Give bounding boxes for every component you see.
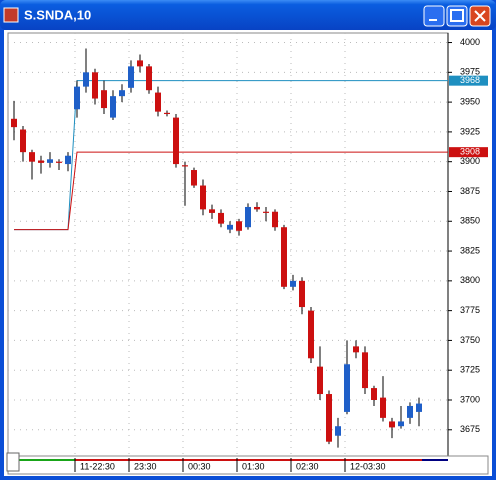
plot-area [7, 32, 449, 457]
candle-body [299, 280, 305, 308]
level-line [14, 151, 419, 231]
y-tick-label: 3900 [460, 156, 480, 166]
candle-body [407, 405, 413, 418]
y-tick-label: 3750 [460, 335, 480, 345]
candle-body [227, 224, 233, 230]
price-tag-label: 3908 [460, 147, 480, 157]
candle-body [380, 397, 386, 418]
candle-body [173, 117, 179, 165]
candle-body [146, 66, 152, 91]
y-tick-label: 4000 [460, 37, 480, 47]
candle-body [110, 96, 116, 118]
candle-body [254, 206, 260, 210]
minimize-button[interactable] [423, 5, 445, 27]
x-tick-label: 23:30 [134, 461, 157, 471]
title-bar [0, 0, 496, 30]
candle-body [290, 280, 296, 287]
close-icon [474, 10, 486, 22]
x-tick-label: 00:30 [188, 461, 211, 471]
candle-body [362, 352, 368, 389]
candle-body [200, 185, 206, 210]
candle-body [389, 421, 395, 428]
y-tick-label: 3925 [460, 126, 480, 136]
candle-body [128, 66, 134, 88]
candle-body [164, 112, 170, 115]
candle-body [38, 160, 44, 163]
candle-body [182, 165, 188, 167]
candle-body [47, 159, 53, 163]
y-tick-label: 3675 [460, 424, 480, 434]
candle-body [344, 364, 350, 412]
candle-body [101, 90, 107, 109]
candle-body [218, 212, 224, 224]
y-tick-label: 3700 [460, 394, 480, 404]
x-tick-label: 02:30 [296, 461, 319, 471]
y-tick-label: 3975 [460, 67, 480, 77]
candle-body [20, 129, 26, 153]
candle-body [236, 221, 242, 231]
price-tag-label: 3968 [460, 75, 480, 85]
candle-body [272, 211, 278, 228]
candle-body [11, 118, 17, 128]
candle-body [263, 211, 269, 213]
candle-body [155, 92, 161, 112]
x-tick-label: 01:30 [242, 461, 265, 471]
candle-body [83, 72, 89, 87]
candle-body [65, 155, 71, 165]
y-tick-label: 3775 [460, 305, 480, 315]
candle-body [326, 394, 332, 442]
level-line [14, 80, 419, 231]
candle-body [416, 403, 422, 412]
x-tick-label: 12-03:30 [350, 461, 386, 471]
candle-body [29, 152, 35, 162]
window-title: S.SNDA,10 [24, 7, 91, 22]
candle-body [137, 60, 143, 67]
candle-body [245, 206, 251, 228]
candle-body [308, 310, 314, 359]
y-tick-label: 3875 [460, 186, 480, 196]
y-tick-label: 3725 [460, 365, 480, 375]
price-tag [449, 75, 488, 86]
app-icon [3, 7, 19, 23]
candle-body [119, 90, 125, 97]
y-tick-label: 3950 [460, 96, 480, 106]
x-tick-label: 11-22:30 [80, 461, 115, 471]
candle-body [92, 72, 98, 99]
y-tick-label: 3850 [460, 216, 480, 226]
candle-body [398, 421, 404, 427]
candle-body [74, 86, 80, 110]
window-buttons [423, 5, 491, 27]
candle-body [317, 366, 323, 395]
candle-body [209, 209, 215, 213]
candle-body [281, 227, 287, 287]
candle-body [371, 388, 377, 400]
candle-body [56, 161, 62, 163]
minimize-icon [429, 19, 437, 21]
y-tick-label: 3800 [460, 275, 480, 285]
candle-body [353, 346, 359, 353]
y-tick-label: 3825 [460, 245, 480, 255]
price-tag [449, 147, 488, 158]
candle-body [335, 426, 341, 436]
scroll-box[interactable] [6, 452, 20, 472]
maximize-icon [450, 9, 464, 22]
candle-body [191, 170, 197, 186]
